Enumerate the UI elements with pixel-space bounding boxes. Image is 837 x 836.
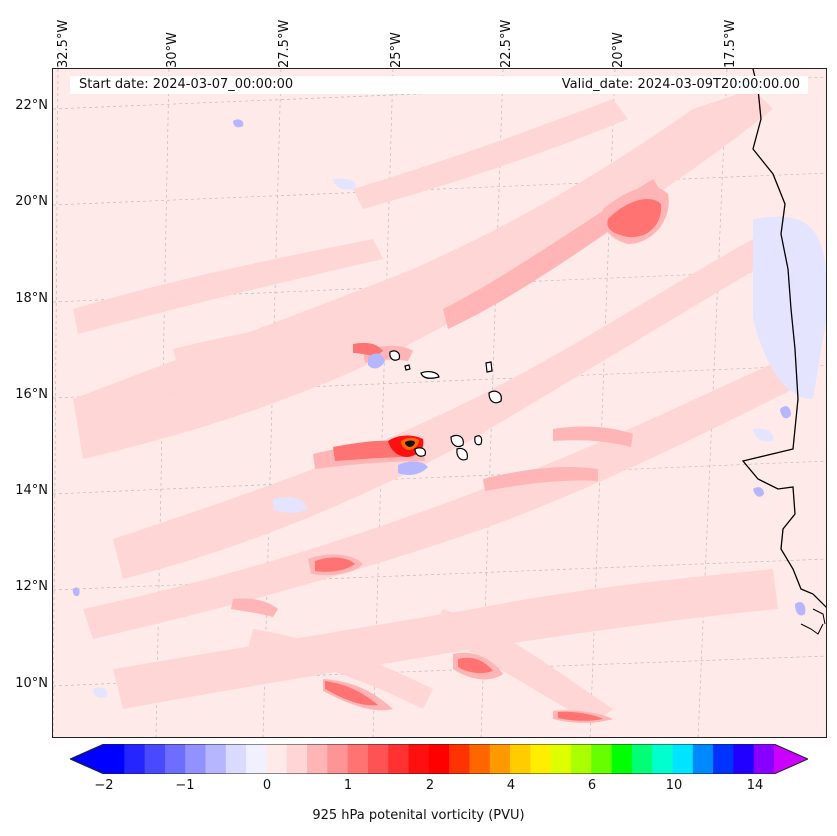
lat-label-10n: 10°N — [15, 676, 48, 691]
lon-label-text: 32.5°W — [56, 19, 71, 68]
colorbar-svg — [68, 743, 810, 775]
lon-label-30w: 30°W — [165, 8, 184, 68]
colorbar-tick: −1 — [175, 778, 195, 793]
colorbar-under-triangle — [70, 744, 104, 774]
lat-label-20n: 20°N — [15, 194, 48, 209]
pv-weak-negative-patches — [93, 178, 826, 698]
colorbar-tick: 14 — [746, 778, 764, 793]
pv-strong-features — [315, 199, 662, 721]
colorbar-over-triangle — [774, 744, 808, 774]
cape-verde-islands — [389, 350, 502, 461]
colorbar-tick: 2 — [425, 778, 435, 793]
lat-label-12n: 12°N — [15, 579, 48, 594]
colorbar-segment — [753, 744, 775, 774]
colorbar-segment — [266, 744, 288, 774]
colorbar-tick: 0 — [262, 778, 272, 793]
colorbar-segment — [570, 744, 592, 774]
lon-label-text: 17.5°W — [723, 19, 738, 68]
lon-label-20w: 20°W — [611, 8, 630, 68]
colorbar-tick: 6 — [587, 778, 597, 793]
lon-label-25w: 25°W — [389, 8, 408, 68]
colorbar-title: 925 hPa potenital vorticity (PVU) — [312, 808, 525, 823]
colorbar-segment — [713, 744, 734, 774]
lon-label-text: 30°W — [165, 32, 180, 68]
map-area[interactable] — [52, 68, 827, 738]
valid-date-text: Valid_date: 2024-03-09T20:00:00.00 — [561, 77, 800, 92]
colorbar-segment — [327, 744, 349, 774]
colorbar — [68, 743, 810, 775]
colorbar-segment — [104, 744, 125, 774]
colorbar-segment — [631, 744, 653, 774]
lat-label-14n: 14°N — [15, 483, 48, 498]
colorbar-segment — [408, 744, 430, 774]
pv-peak-anomaly — [388, 435, 424, 457]
colorbar-segment — [611, 744, 633, 774]
colorbar-segment — [550, 744, 572, 774]
lon-label-17-5w: 17.5°W — [723, 8, 742, 68]
lon-label-text: 22.5°W — [499, 19, 514, 68]
start-date-text: Start date: 2024-03-07_00:00:00 — [79, 77, 294, 92]
coastline-detail — [800, 608, 826, 635]
colorbar-segment — [692, 744, 714, 774]
lat-label-16n: 16°N — [15, 387, 48, 402]
pv-negative-patches — [72, 119, 806, 616]
colorbar-segment — [388, 744, 410, 774]
colorbar-segment — [428, 744, 450, 774]
colorbar-tick: 4 — [506, 778, 516, 793]
lat-label-18n: 18°N — [15, 291, 48, 306]
colorbar-segment — [733, 744, 755, 774]
colorbar-segment — [307, 744, 328, 774]
lat-label-22n: 22°N — [15, 98, 48, 113]
colorbar-segment — [469, 744, 491, 774]
colorbar-segment — [185, 744, 207, 774]
colorbar-ticks: −2 −1 0 1 2 4 6 10 14 — [0, 778, 837, 798]
colorbar-segment — [591, 744, 613, 774]
colorbar-segment — [164, 744, 186, 774]
colorbar-segment — [672, 744, 694, 774]
colorbar-tick: −2 — [94, 778, 114, 793]
colorbar-segment — [205, 744, 227, 774]
lon-label-text: 27.5°W — [277, 19, 292, 68]
colorbar-segment — [286, 744, 308, 774]
pv-light-bands — [73, 89, 793, 724]
colorbar-segment — [246, 744, 268, 774]
colorbar-segment — [489, 744, 511, 774]
colorbar-segment — [144, 744, 166, 774]
colorbar-segment — [530, 744, 552, 774]
colorbar-segment — [367, 744, 389, 774]
colorbar-tick: 1 — [343, 778, 353, 793]
colorbar-segment — [124, 744, 146, 774]
colorbar-segment — [510, 744, 531, 774]
date-header: Start date: 2024-03-07_00:00:00 Valid_da… — [70, 76, 808, 94]
colorbar-segment — [347, 744, 369, 774]
lon-label-22-5w: 22.5°W — [499, 8, 518, 68]
lon-label-text: 25°W — [389, 32, 404, 68]
africa-coastline — [741, 69, 826, 608]
pv-field-svg — [53, 69, 826, 737]
colorbar-tick: 10 — [665, 778, 683, 793]
lon-label-27-5w: 27.5°W — [277, 8, 296, 68]
colorbar-segment — [652, 744, 674, 774]
colorbar-segment — [449, 744, 471, 774]
lon-label-32-5w: 32.5°W — [56, 8, 75, 68]
lon-label-text: 20°W — [611, 32, 626, 68]
colorbar-segment — [225, 744, 247, 774]
